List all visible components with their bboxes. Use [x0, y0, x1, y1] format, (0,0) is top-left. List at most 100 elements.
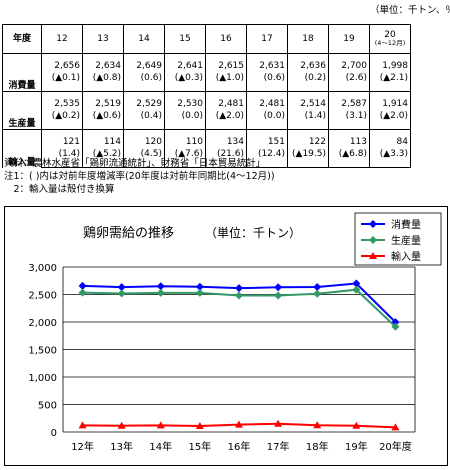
legend-label: 輸入量 — [391, 250, 421, 263]
x-tick-label: 14年 — [149, 440, 172, 453]
data-point — [352, 279, 361, 288]
data-point — [117, 421, 126, 429]
data-point — [235, 284, 243, 293]
year-cell: 18 — [287, 24, 329, 54]
year-cell-note: (4～12月) — [374, 39, 406, 48]
year-cell: 17 — [246, 24, 288, 54]
pct-cell: (3.1) — [328, 111, 370, 130]
pct-cell: (▲0.3) — [164, 73, 206, 92]
value-cell: 2,636 — [287, 53, 329, 73]
data-table: 年度 12 13 14 15 16 17 18 19 20 (4～12月) 消費… — [2, 24, 411, 168]
table-row: 消費量 2,656 2,634 2,649 2,641 2,615 2,631 2,636 2,… — [2, 53, 411, 92]
value-cell: 2,514 — [287, 91, 329, 111]
data-point — [235, 291, 243, 300]
value-cell: 114 — [82, 129, 124, 149]
table-header-row: 年度 12 13 14 15 16 17 18 19 20 (4～12月) — [2, 24, 411, 54]
value-cell: 151 — [246, 129, 288, 149]
unit-label: （単位：千トン、％） — [370, 5, 450, 16]
y-tick-label: 2,000 — [28, 318, 57, 329]
pct-cell: (▲0.1) — [41, 73, 83, 92]
y-tick-label: 1,000 — [28, 373, 57, 384]
x-tick-label: 18年 — [306, 440, 329, 453]
data-point — [352, 421, 361, 429]
data-point — [313, 421, 322, 429]
value-cell: 2,634 — [82, 53, 124, 73]
legend-marker — [369, 236, 377, 244]
pct-cell: (▲2.0) — [205, 111, 247, 130]
data-point — [195, 421, 204, 429]
data-point — [78, 281, 87, 290]
data-point — [274, 419, 283, 427]
pct-cell: (1.4) — [287, 111, 329, 130]
pct-cell: (0.6) — [123, 73, 165, 92]
chart-unit-label: （単位：千トン） — [205, 225, 301, 240]
value-cell: 134 — [205, 129, 247, 149]
data-point — [195, 288, 204, 297]
data-point — [391, 322, 400, 331]
data-point — [274, 283, 283, 292]
value-cell: 2,700 — [328, 53, 370, 73]
year-cell-last: 20 (4～12月) — [369, 24, 411, 54]
value-cell: 2,529 — [123, 91, 165, 111]
pct-cell: (0.4) — [123, 111, 165, 130]
note-1: 注1：( )内は対前年度増減率(20年度は対前年同期比(4～12月)) — [4, 171, 275, 182]
source-note: 資料：農林水産省「鶏卵流通統計」、財務省「日本貿易統計」 — [4, 158, 266, 169]
value-cell: 120 — [123, 129, 165, 149]
data-point — [156, 288, 165, 297]
line-chart: 鶏卵需給の推移 （単位：千トン） 0 500 1,000 1,500 2,000 2,50… — [28, 212, 442, 453]
y-tick-label: 2,500 — [28, 291, 57, 302]
year-cell: 13 — [82, 24, 124, 54]
y-tick-label: 1,500 — [28, 346, 57, 357]
value-cell: 2,530 — [164, 91, 206, 111]
value-cell: 2,481 — [205, 91, 247, 111]
value-cell: 2,615 — [205, 53, 247, 73]
data-point — [78, 288, 87, 297]
year-header: 年度 — [2, 24, 42, 54]
data-point — [313, 283, 322, 292]
year-cell: 14 — [123, 24, 165, 54]
table-row-pct: (1.4) (▲5.2) (4.5) (▲7.6) (21.6) (12.4) (▲19.5… — [3, 149, 411, 168]
year-cell-label: 20 — [384, 30, 396, 41]
pct-cell: (▲0.8) — [82, 73, 124, 92]
chart-title: 鶏卵需給の推移 — [83, 226, 174, 241]
data-point — [78, 421, 87, 429]
value-cell: 113 — [328, 129, 370, 149]
data-point — [195, 282, 204, 291]
data-point — [313, 289, 322, 298]
table-row: 輸入量 121 114 120 110 134 151 122 113 84 — [2, 129, 411, 168]
value-cell: 122 — [287, 129, 329, 149]
value-cell: 2,641 — [164, 53, 206, 73]
data-point — [352, 285, 361, 294]
value-cell: 2,587 — [328, 91, 370, 111]
value-cell: 2,535 — [41, 91, 83, 111]
legend-marker — [369, 220, 377, 228]
pct-cell: (0.0) — [246, 111, 288, 130]
legend-label: 消費量 — [391, 218, 421, 231]
legend-marker — [369, 252, 377, 259]
year-cell: 12 — [41, 24, 83, 54]
legend-label: 生産量 — [391, 234, 421, 247]
value-cell: 2,649 — [123, 53, 165, 73]
table-row-pct: (▲0.2) (▲0.6) (0.4) (0.0) (▲2.0) (0.0) (1.4) (3… — [3, 111, 411, 130]
value-cell: 2,656 — [41, 53, 83, 73]
data-point — [391, 423, 400, 431]
row-label: 消費量 — [2, 53, 42, 92]
pct-cell: (▲2.0) — [369, 111, 411, 130]
x-tick-label: 15年 — [189, 440, 212, 453]
row-label: 生産量 — [2, 91, 42, 130]
value-cell: 2,631 — [246, 53, 288, 73]
pct-cell: (▲19.5) — [287, 149, 329, 168]
pct-cell: (▲1.0) — [205, 73, 247, 92]
year-cell: 16 — [205, 24, 247, 54]
x-tick-label: 17年 — [267, 440, 290, 453]
x-tick-label: 12年 — [71, 440, 94, 453]
x-tick-label: 20年度 — [379, 440, 412, 453]
data-point — [156, 421, 165, 429]
pct-cell: (0.6) — [246, 73, 288, 92]
table-row-pct: (▲0.1) (▲0.8) (0.6) (▲0.3) (▲1.0) (0.6) (0.2)(… — [3, 73, 411, 92]
row-label: 輸入量 — [2, 129, 42, 168]
data-point — [117, 283, 126, 292]
pct-cell: (2.6) — [328, 73, 370, 92]
value-cell: 110 — [164, 129, 206, 149]
pct-cell: (0.0) — [164, 111, 206, 130]
